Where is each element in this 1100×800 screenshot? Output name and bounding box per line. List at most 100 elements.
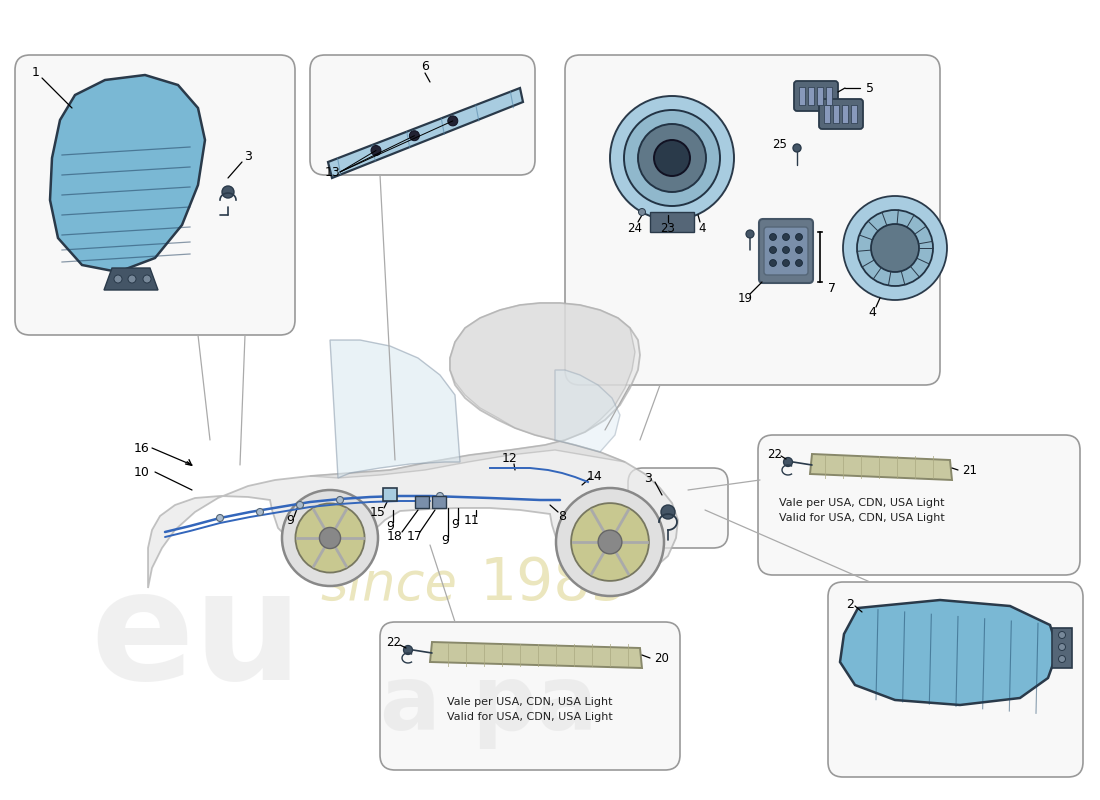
Bar bbox=[650, 212, 694, 232]
Text: 25: 25 bbox=[772, 138, 788, 151]
FancyBboxPatch shape bbox=[565, 55, 940, 385]
Text: 22: 22 bbox=[768, 449, 782, 462]
Text: 10: 10 bbox=[134, 466, 150, 478]
Text: 12: 12 bbox=[502, 451, 518, 465]
Circle shape bbox=[571, 503, 649, 581]
FancyBboxPatch shape bbox=[379, 622, 680, 770]
Circle shape bbox=[437, 493, 443, 499]
FancyBboxPatch shape bbox=[759, 219, 813, 283]
Text: 1: 1 bbox=[32, 66, 40, 78]
Text: 20: 20 bbox=[654, 651, 669, 665]
FancyBboxPatch shape bbox=[310, 55, 535, 175]
Circle shape bbox=[770, 259, 777, 266]
Polygon shape bbox=[104, 268, 158, 290]
Circle shape bbox=[782, 234, 790, 241]
Circle shape bbox=[1058, 643, 1066, 650]
Circle shape bbox=[624, 110, 720, 206]
Text: 22: 22 bbox=[386, 635, 402, 649]
Text: 9: 9 bbox=[441, 534, 449, 546]
Bar bbox=[383, 488, 397, 501]
Circle shape bbox=[296, 503, 364, 573]
Text: 4: 4 bbox=[698, 222, 706, 234]
Circle shape bbox=[386, 493, 394, 499]
Text: 18: 18 bbox=[387, 530, 403, 542]
Text: 3: 3 bbox=[645, 471, 652, 485]
Text: 3: 3 bbox=[244, 150, 252, 163]
FancyBboxPatch shape bbox=[628, 468, 728, 548]
Circle shape bbox=[217, 514, 223, 522]
Text: 15: 15 bbox=[370, 506, 386, 518]
Circle shape bbox=[770, 234, 777, 241]
Polygon shape bbox=[330, 340, 460, 478]
Circle shape bbox=[782, 259, 790, 266]
Circle shape bbox=[638, 124, 706, 192]
Circle shape bbox=[556, 488, 664, 596]
Text: 23: 23 bbox=[661, 222, 675, 234]
Bar bbox=[851, 105, 857, 123]
FancyBboxPatch shape bbox=[764, 227, 808, 275]
Bar bbox=[1052, 628, 1072, 668]
Text: 13: 13 bbox=[324, 166, 341, 178]
Circle shape bbox=[857, 210, 933, 286]
Polygon shape bbox=[430, 642, 642, 668]
Circle shape bbox=[746, 230, 754, 238]
Bar bbox=[826, 87, 832, 105]
Polygon shape bbox=[310, 303, 635, 478]
Bar bbox=[799, 87, 805, 105]
FancyBboxPatch shape bbox=[794, 81, 838, 111]
Text: 17: 17 bbox=[407, 530, 422, 542]
Text: Valid for USA, CDN, USA Light: Valid for USA, CDN, USA Light bbox=[447, 712, 613, 722]
Circle shape bbox=[143, 275, 151, 283]
Circle shape bbox=[638, 209, 646, 215]
Text: Vale per USA, CDN, USA Light: Vale per USA, CDN, USA Light bbox=[779, 498, 945, 508]
Text: 9: 9 bbox=[286, 514, 294, 526]
Circle shape bbox=[770, 246, 777, 254]
Circle shape bbox=[409, 130, 419, 141]
Circle shape bbox=[598, 530, 622, 554]
Polygon shape bbox=[556, 370, 620, 452]
Text: 7: 7 bbox=[828, 282, 836, 294]
Circle shape bbox=[448, 116, 458, 126]
Circle shape bbox=[404, 646, 412, 654]
Text: 8: 8 bbox=[558, 510, 566, 522]
Circle shape bbox=[319, 527, 341, 549]
Polygon shape bbox=[810, 454, 952, 480]
Text: 14: 14 bbox=[587, 470, 603, 482]
Bar bbox=[415, 496, 429, 508]
Bar bbox=[824, 105, 830, 123]
Text: eu: eu bbox=[90, 563, 302, 712]
Text: 1985: 1985 bbox=[480, 555, 628, 612]
Text: 2: 2 bbox=[846, 598, 854, 610]
Text: Valid for USA, CDN, USA Light: Valid for USA, CDN, USA Light bbox=[779, 513, 945, 523]
Circle shape bbox=[795, 259, 803, 266]
Polygon shape bbox=[50, 75, 205, 272]
Circle shape bbox=[871, 224, 918, 272]
Text: 6: 6 bbox=[421, 61, 429, 74]
Circle shape bbox=[793, 144, 801, 152]
Circle shape bbox=[114, 275, 122, 283]
Bar bbox=[817, 87, 823, 105]
Text: since: since bbox=[320, 559, 456, 611]
Circle shape bbox=[297, 502, 304, 509]
Text: 21: 21 bbox=[962, 463, 977, 477]
Text: 9: 9 bbox=[386, 519, 394, 533]
Circle shape bbox=[661, 505, 675, 519]
Text: 9: 9 bbox=[451, 518, 459, 530]
Circle shape bbox=[256, 509, 264, 515]
Text: 24: 24 bbox=[627, 222, 642, 234]
Bar bbox=[833, 105, 839, 123]
Text: 19: 19 bbox=[737, 291, 752, 305]
Bar bbox=[842, 105, 848, 123]
Polygon shape bbox=[328, 88, 522, 178]
Circle shape bbox=[654, 140, 690, 176]
Circle shape bbox=[783, 458, 792, 466]
Circle shape bbox=[222, 186, 234, 198]
Circle shape bbox=[1058, 655, 1066, 662]
FancyBboxPatch shape bbox=[758, 435, 1080, 575]
FancyBboxPatch shape bbox=[828, 582, 1084, 777]
Polygon shape bbox=[840, 600, 1058, 705]
Text: 16: 16 bbox=[134, 442, 150, 454]
Circle shape bbox=[337, 497, 343, 503]
Circle shape bbox=[610, 96, 734, 220]
Circle shape bbox=[795, 246, 803, 254]
